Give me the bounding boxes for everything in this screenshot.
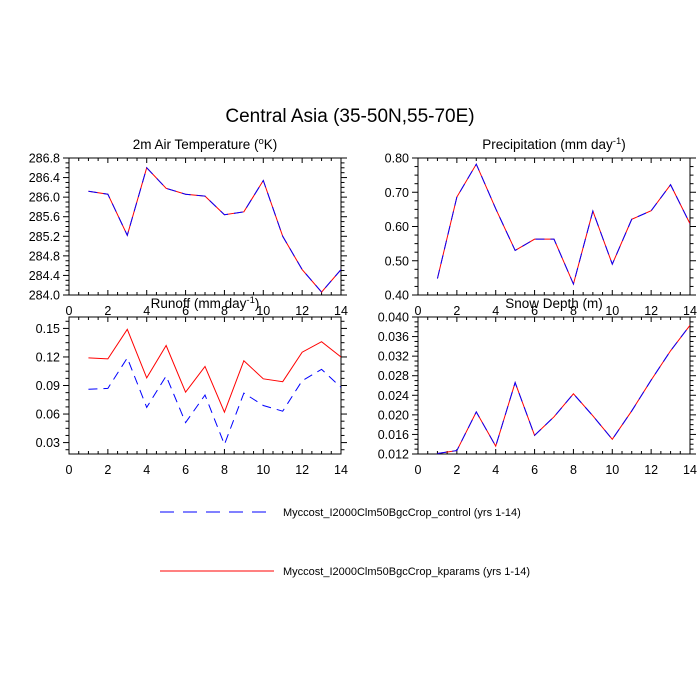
y-tick-label: 285.6 [29,210,60,224]
series-group [436,163,690,286]
y-tick-label: 285.2 [29,230,60,244]
x-tick-label: 8 [570,463,577,477]
x-tick-label: 10 [605,463,619,477]
x-tick-label: 12 [295,463,309,477]
chart-panels: 2m Air Temperature (oK) 0 2 4 6 8 10 12 14 284.0 2… [29,136,697,477]
title-part: K) [264,137,278,152]
series-kparams-line [88,166,341,293]
title-superscript: -1 [613,136,621,147]
x-tick-label: 4 [492,463,499,477]
y-tick-label: 284.0 [29,289,60,303]
x-tick-label: 14 [334,304,348,318]
series-group [88,328,341,446]
y-tick-label: 0.15 [36,322,60,336]
x-tick-label: 0 [415,463,422,477]
y-tick-label: 0.40 [385,289,409,303]
y-tick-label: 0.012 [378,448,409,462]
title-part: ) [621,137,626,152]
plot-frame [417,316,691,455]
x-tick-label: 0 [66,463,73,477]
x-tick-label: 4 [143,304,150,318]
y-tick-label: 0.020 [378,408,409,422]
x-tick-label: 12 [644,463,658,477]
plot-frame [417,157,691,296]
y-tick-label: 0.09 [36,379,60,393]
plot-frame [68,157,342,296]
y-tick-label: 0.06 [36,408,60,422]
x-tick-label: 2 [104,304,111,318]
title-superscript: o [259,136,264,147]
panel-title: 2m Air Temperature (oK) [133,136,278,152]
x-tick-label: 2 [453,463,460,477]
y-tick-label: 0.016 [378,428,409,442]
title-part: Precipitation (mm day [482,137,613,152]
legend-label-2: Myccost_I2000Clm50BgcCrop_kparams (yrs 1… [283,566,530,578]
title-part: Snow Depth (m) [505,296,603,311]
x-tick-label: 4 [492,304,499,318]
x-tick-label: 6 [182,304,189,318]
title-part: Runoff (mm day [151,296,247,311]
series-kparams-line [88,328,341,414]
y-tick-label: 0.50 [385,254,409,268]
series-control-line [88,166,341,293]
x-tick-label: 12 [295,304,309,318]
x-tick-label: 6 [182,463,189,477]
legend: Myccost_I2000Clm50BgcCrop_control (yrs 1… [160,507,530,578]
x-tick-label: 6 [531,463,538,477]
panel-2: Precipitation (mm day-1) 0 2 4 6 8 10 12 14 0.40 0… [385,136,697,318]
x-tick-label: 10 [256,463,270,477]
series-control-line [436,163,690,286]
series-control-line [88,356,341,446]
y-tick-label: 0.03 [36,436,60,450]
y-tick-label: 286.0 [29,191,60,205]
y-tick-label: 0.60 [385,220,409,234]
x-tick-label: 2 [453,304,460,318]
x-tick-label: 10 [256,304,270,318]
y-tick-label: 0.024 [378,389,409,403]
x-tick-label: 2 [104,463,111,477]
panel-4: Snow Depth (m) 0 2 4 6 8 10 12 14 0.012 0.016 0.020… [378,296,697,477]
y-tick-label: 0.036 [378,330,409,344]
title-superscript: -1 [246,295,254,306]
series-group [437,325,690,454]
x-tick-label: 10 [605,304,619,318]
panel-title: Snow Depth (m) [505,296,603,311]
title-part: ) [255,296,260,311]
x-tick-label: 0 [66,304,73,318]
x-tick-label: 6 [531,304,538,318]
series-group [88,166,341,293]
x-tick-label: 12 [644,304,658,318]
y-tick-label: 286.8 [29,152,60,166]
y-tick-label: 0.032 [378,350,409,364]
x-tick-label: 14 [683,304,697,318]
x-tick-label: 8 [221,463,228,477]
y-tick-label: 284.8 [29,249,60,263]
y-tick-label: 0.80 [385,152,409,166]
panel-1: 2m Air Temperature (oK) 0 2 4 6 8 10 12 14 284.0 2… [29,136,348,318]
x-tick-label: 4 [143,463,150,477]
figure-title: Central Asia (35-50N,55-70E) [225,106,474,127]
y-tick-label: 286.4 [29,171,60,185]
y-tick-label: 0.70 [385,186,409,200]
series-kparams-line [436,163,690,286]
series-control-line [437,325,690,454]
x-tick-label: 14 [683,463,697,477]
y-tick-label: 0.028 [378,369,409,383]
panel-3: Runoff (mm day-1) 0 2 4 6 8 10 12 14 0.03 0.06 0.09… [36,295,348,477]
y-tick-label: 284.4 [29,269,60,283]
panel-title: Runoff (mm day-1) [151,295,260,311]
x-tick-label: 14 [334,463,348,477]
title-part: 2m Air Temperature ( [133,137,259,152]
y-tick-label: 0.040 [378,311,409,325]
x-tick-label: 0 [415,304,422,318]
legend-label-1: Myccost_I2000Clm50BgcCrop_control (yrs 1… [283,507,521,519]
x-tick-label: 8 [570,304,577,318]
y-tick-label: 0.12 [36,350,60,364]
panel-title: Precipitation (mm day-1) [482,136,626,152]
series-kparams-line [437,325,690,454]
x-tick-label: 8 [221,304,228,318]
